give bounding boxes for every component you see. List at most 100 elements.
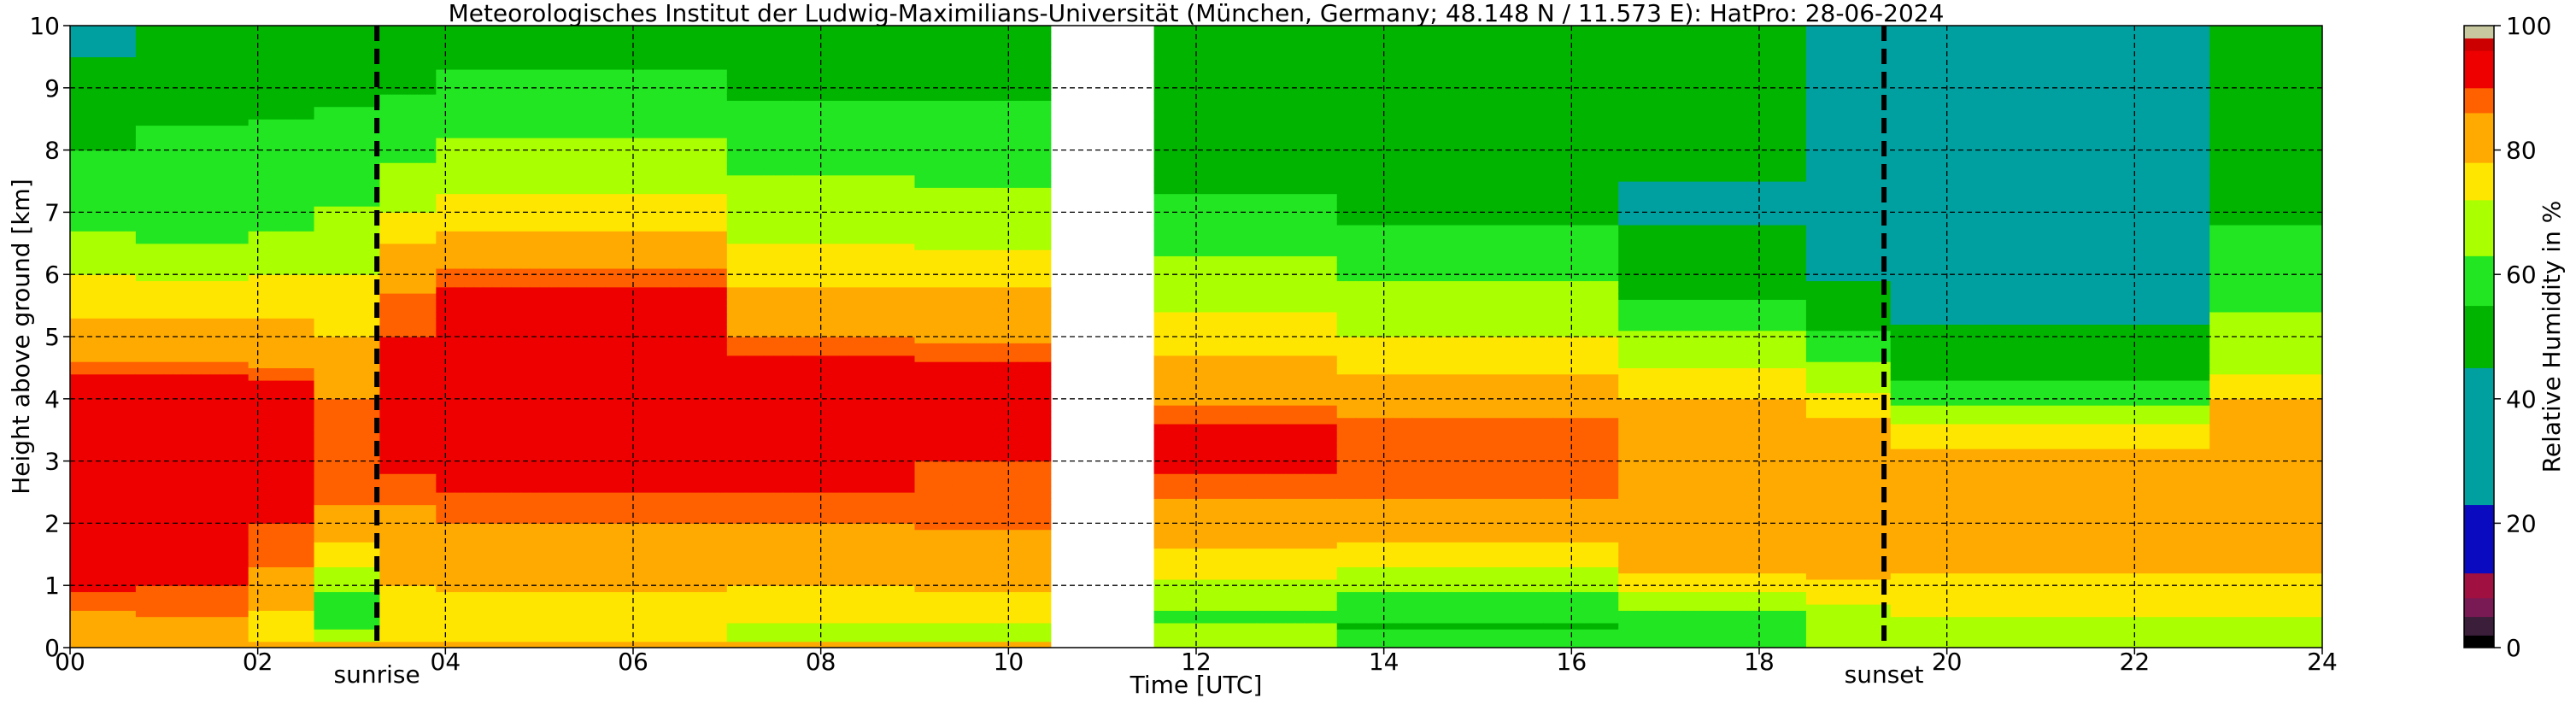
heatmap-cell [464,442,474,449]
heatmap-cell [398,554,408,561]
heatmap-cell [229,367,240,375]
heatmap-cell [210,138,221,144]
heatmap-cell [314,286,325,294]
heatmap-cell [445,119,455,126]
heatmap-cell [502,237,512,244]
heatmap-cell [455,293,465,300]
heatmap-cell [97,206,109,213]
heatmap-cell [201,243,212,250]
heatmap-cell [473,337,484,343]
heatmap-cell [502,610,512,618]
heatmap-cell [144,87,155,95]
heatmap-cell [276,125,287,132]
heatmap-cell [408,517,418,524]
heatmap-cell [220,56,231,64]
heatmap-cell [285,442,296,449]
heatmap-cell [436,379,446,387]
heatmap-cell [389,572,400,580]
heatmap-cell [182,485,193,493]
heatmap-cell [220,373,231,381]
heatmap-cell [464,330,474,337]
heatmap-cell [276,144,287,151]
heatmap-cell [220,591,231,599]
heatmap-cell [267,274,278,282]
heatmap-cell [332,94,343,101]
heatmap-cell [520,138,531,144]
heatmap-cell [107,155,118,163]
heatmap-cell [445,106,455,114]
heatmap-cell [267,293,278,300]
heatmap-cell [520,622,531,630]
heatmap-cell [163,243,174,250]
heatmap-cell [530,162,540,170]
heatmap-cell [445,280,455,288]
heatmap-cell [238,68,249,76]
heatmap-cell [483,187,493,195]
heatmap-cell [351,616,362,624]
heatmap-cell [473,449,484,455]
heatmap-cell [238,436,249,443]
heatmap-cell [389,535,400,543]
heatmap-cell [417,510,427,518]
heatmap-cell [511,591,521,599]
heatmap-cell [285,355,296,362]
heatmap-cell [408,187,418,195]
heatmap-cell [97,616,109,624]
heatmap-cell [248,32,259,39]
heatmap-cell [473,498,484,506]
heatmap-cell [417,591,427,599]
heatmap-cell [304,255,315,263]
heatmap-cell [455,38,465,45]
heatmap-cell [154,280,165,288]
heatmap-cell [502,461,512,468]
heatmap-cell [210,231,221,238]
heatmap-cell [182,423,193,431]
heatmap-cell [70,436,80,443]
heatmap-cell [182,286,193,294]
heatmap-cell [370,112,381,120]
heatmap-cell [351,267,362,275]
heatmap-cell [530,479,540,487]
heatmap-cell [483,255,493,263]
heatmap-cell [342,373,353,381]
heatmap-cell [492,529,502,537]
heatmap-cell [445,174,455,182]
heatmap-cell [267,423,278,431]
heatmap-cell [173,542,184,549]
heatmap-cell [304,330,315,337]
heatmap-cell [248,622,259,630]
heatmap-cell [389,554,400,561]
heatmap-cell [97,249,109,256]
heatmap-cell [220,572,231,580]
heatmap-cell [389,206,400,213]
heatmap-cell [154,373,165,381]
heatmap-cell [210,155,221,163]
heatmap-cell [154,212,165,220]
heatmap-cell [342,392,353,400]
heatmap-cell [379,181,390,188]
heatmap-cell [389,305,400,313]
heatmap-cell [248,119,259,126]
heatmap-cell [173,150,184,157]
heatmap-cell [126,193,137,201]
heatmap-cell [511,174,521,182]
heatmap-cell [70,597,80,605]
heatmap-cell [492,386,502,394]
heatmap-cell [238,112,249,120]
heatmap-cell [436,572,446,580]
heatmap-cell [144,56,155,64]
heatmap-cell [182,629,193,637]
heatmap-cell [389,131,400,138]
heatmap-cell [304,274,315,282]
heatmap-cell [398,330,408,337]
heatmap-cell [445,635,455,642]
heatmap-cell [455,473,465,481]
heatmap-cell [182,492,193,499]
heatmap-cell [502,629,512,637]
heatmap-cell [135,168,146,176]
heatmap-cell [210,56,221,64]
heatmap-cell [473,318,484,326]
heatmap-cell [144,330,155,337]
heatmap-cell [257,585,268,593]
heatmap-cell [229,430,240,437]
